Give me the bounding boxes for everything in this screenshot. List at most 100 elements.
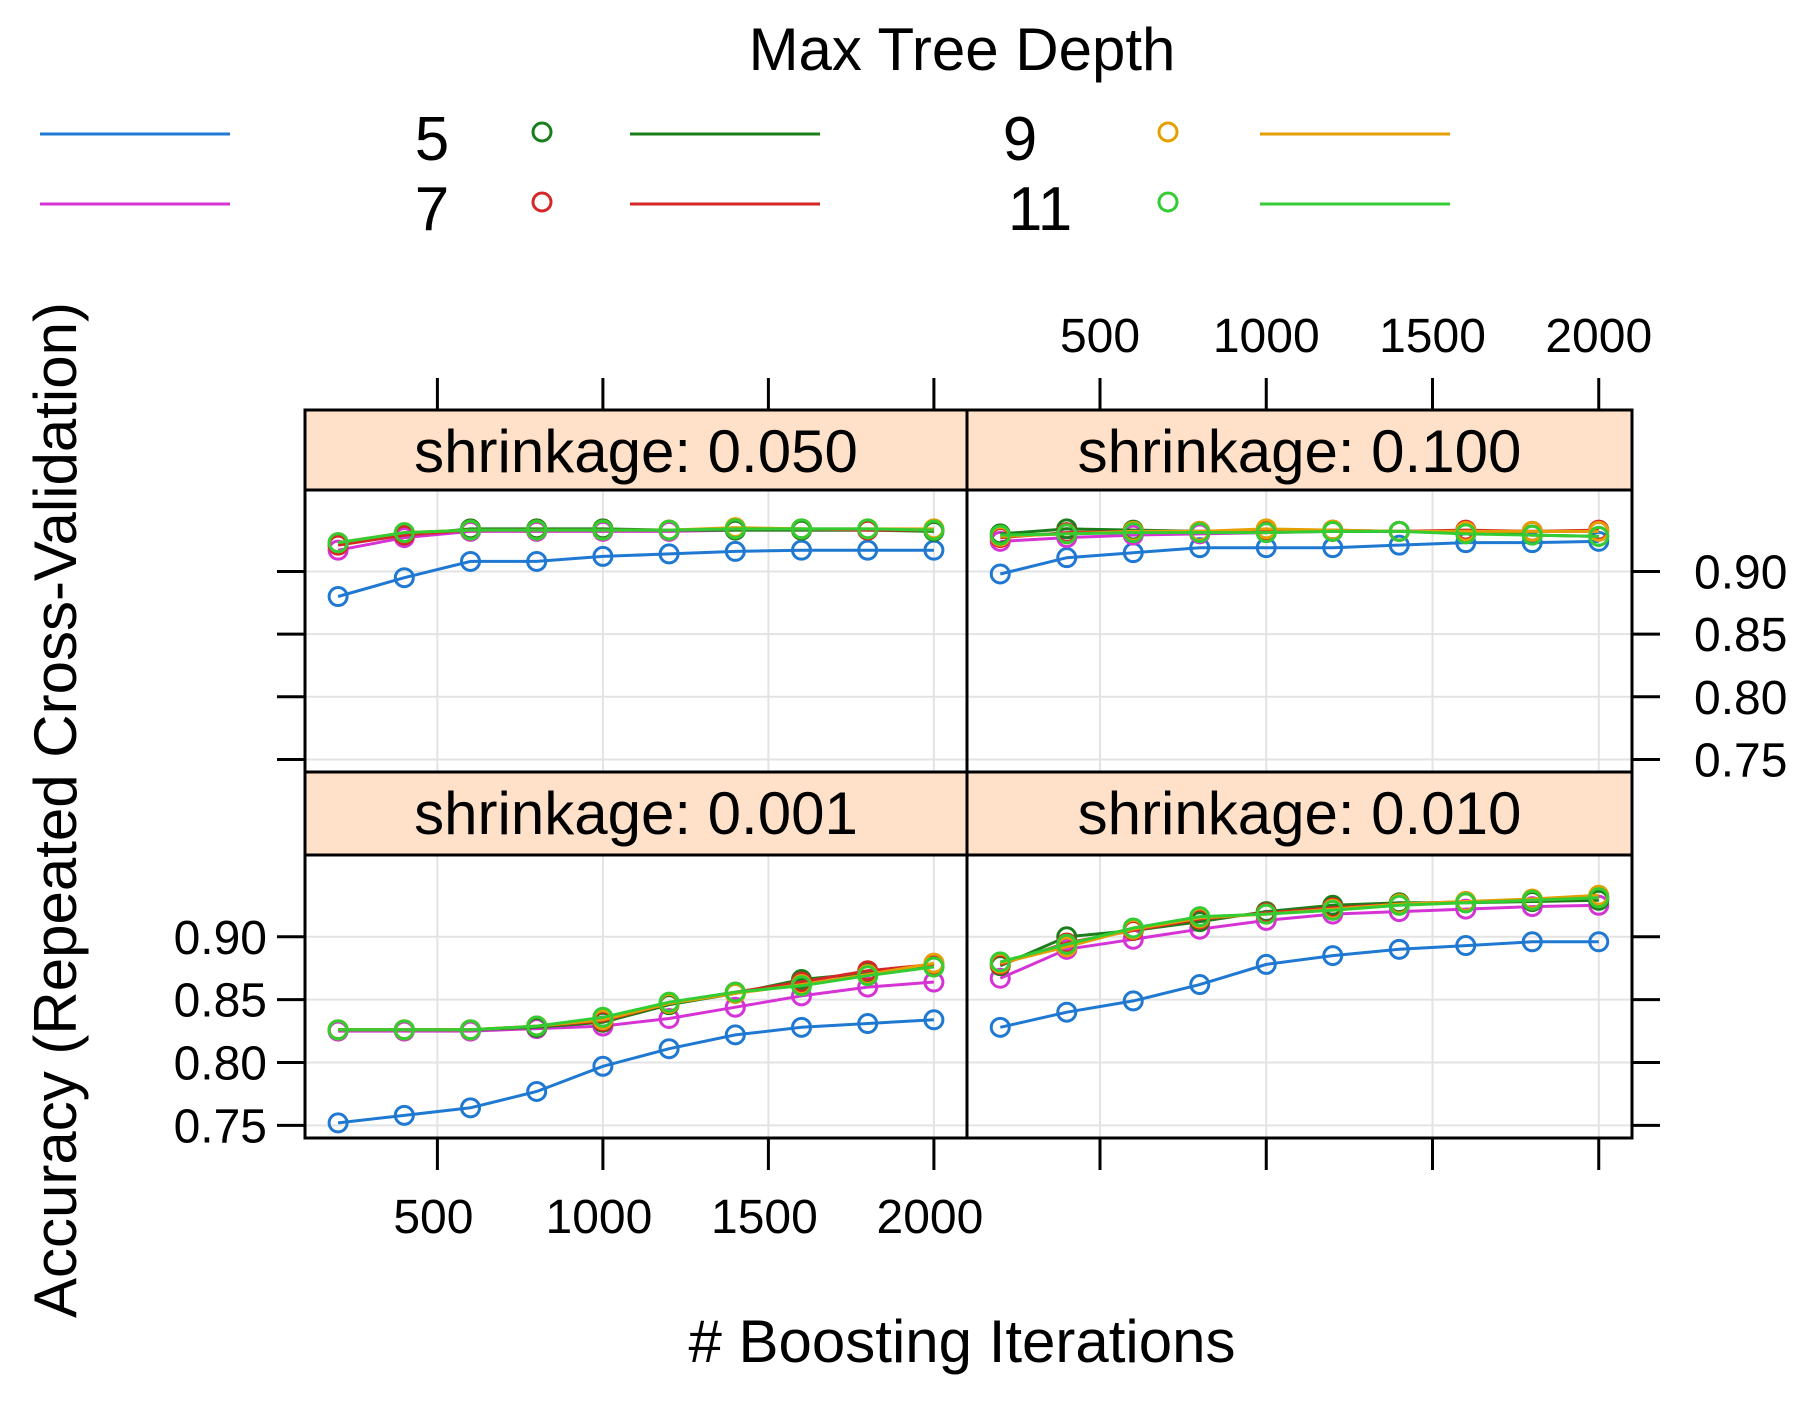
series-line-blue [999,940,1599,1029]
data-point-d11 [1189,906,1211,928]
data-point-blue [1189,537,1211,559]
data-point-d11 [1388,520,1410,542]
y-tick-label-right: 0.90 [1694,546,1787,599]
data-point-blue [592,1055,614,1077]
x-tick-label-top: 1000 [1213,310,1320,363]
data-point-d11 [857,518,879,540]
data-point-d11 [526,519,548,541]
series-line-d7 [338,962,935,1032]
legend-marker-9 [1157,121,1179,143]
legend-label-5: 5 [415,105,449,174]
data-point-d11 [989,951,1011,973]
data-point-d11 [1056,933,1078,955]
strip-label: shrinkage: 0.001 [414,780,858,847]
strip-label: shrinkage: 0.010 [1078,780,1522,847]
data-point-blue [327,586,349,608]
data-point-d11 [1322,520,1344,542]
data-point-d11 [724,981,746,1003]
data-point-d11 [1588,525,1610,547]
y-tick-label-right: 0.75 [1694,734,1787,787]
x-tick-label-bottom: 1500 [711,1191,818,1244]
y-tick-label-left: 0.80 [174,1038,267,1091]
data-point-blue [857,1013,879,1035]
data-point-d11 [1056,523,1078,545]
data-point-magenta [989,967,1011,989]
data-point-d11 [724,518,746,540]
data-point-d11 [393,522,415,544]
data-point-d11 [1455,523,1477,545]
data-point-blue [1588,931,1610,953]
data-point-d11 [791,518,812,540]
x-tick-label-bottom: 2000 [877,1191,984,1244]
data-point-blue [1255,953,1277,975]
data-point-blue [393,1104,415,1126]
data-point-blue [658,1038,680,1060]
data-point-blue [526,1080,548,1102]
legend-label-9: 9 [1003,105,1037,174]
data-point-blue [460,550,481,572]
axes-layer: 500 1000 1500 2000 0.75 0.80 0.85 0.90 500 1000 15… [174,310,1788,1244]
data-point-blue [460,1097,481,1119]
data-point-blue [658,543,680,565]
series-line-d5 [338,965,935,1032]
legend-title: Max Tree Depth [749,16,1176,83]
data-point-d11 [460,519,481,541]
x-tick-label-top: 2000 [1545,310,1652,363]
data-point-d11 [1388,894,1410,916]
series-line-blue [337,548,934,598]
data-point-d11 [592,519,614,541]
data-point-blue [1322,945,1344,967]
data-point-d11 [1322,899,1344,921]
data-point-blue [1455,935,1477,957]
x-tick-label-top: 1500 [1379,310,1486,363]
legend-label-7: 7 [415,175,449,244]
series-line-magenta [999,903,1599,980]
y-tick-label-left: 0.75 [174,1100,267,1153]
x-tick-label-bottom: 1000 [546,1191,653,1244]
data-point-blue [393,567,415,589]
y-axis-title: Accuracy (Repeated Cross-Validation) [22,302,89,1318]
data-point-blue [327,1112,349,1134]
data-point-d11 [1122,522,1144,544]
series-line-blue [337,1018,934,1125]
data-point-d11 [1255,903,1277,925]
data-point-blue [1056,547,1078,569]
legend-marker-5 [531,121,553,143]
panel-1: shrinkage: 0.050 [303,408,969,774]
data-point-d11 [1588,887,1610,909]
data-point-blue [526,550,548,572]
data-point-blue [791,539,812,561]
data-point-d11 [592,1006,614,1028]
data-point-blue [1388,534,1410,556]
data-point-magenta [658,1008,680,1030]
data-point-blue [1189,974,1211,996]
panel-2: shrinkage: 0.100 [965,408,1634,774]
strip-background [965,408,1634,492]
data-point-blue [923,1009,945,1031]
x-axis-title: # Boosting Iterations [688,1308,1235,1375]
strip-background [965,770,1634,857]
data-point-d11 [923,519,945,541]
panel-4: shrinkage: 0.010 [965,770,1634,1140]
series-line-d11 [337,527,934,545]
y-tick-label-right: 0.85 [1694,609,1787,662]
data-point-blue [1388,938,1410,960]
data-point-d11 [327,532,349,554]
series-line-blue [999,539,1599,576]
data-point-d11 [857,965,879,987]
y-tick-label-left: 0.90 [174,912,267,965]
data-point-blue [989,1016,1011,1038]
series-line-d9 [999,893,1599,965]
data-point-d11 [1455,892,1477,914]
y-tick-label-right: 0.80 [1694,672,1787,725]
series-line-d11 [338,965,935,1032]
data-point-d11 [1122,917,1144,939]
data-point-blue [724,1024,746,1046]
data-point-d11 [989,524,1011,546]
data-point-d11 [1521,524,1543,546]
data-point-d11 [658,519,680,541]
data-point-d11 [791,975,812,997]
panel-border [965,853,1634,1140]
strip-label: shrinkage: 0.050 [414,418,858,485]
